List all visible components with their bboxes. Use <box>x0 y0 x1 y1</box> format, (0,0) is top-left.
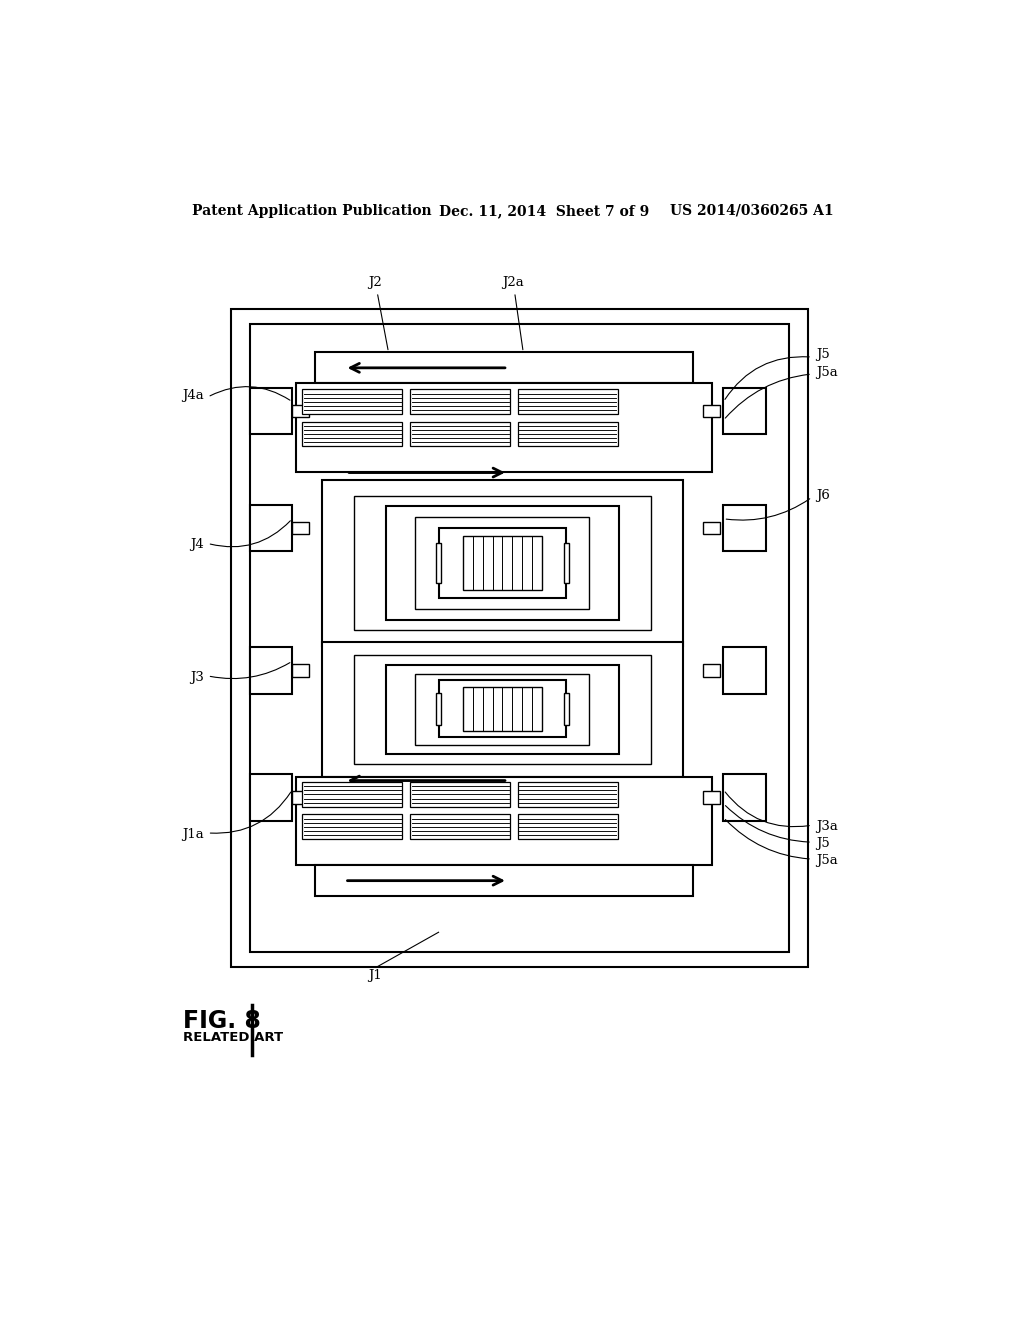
Bar <box>250 323 788 952</box>
Bar <box>292 405 309 417</box>
Text: J2a: J2a <box>503 276 524 350</box>
Text: J5a: J5a <box>816 366 838 379</box>
Bar <box>410 389 510 414</box>
Text: RELATED ART: RELATED ART <box>183 1031 283 1044</box>
Text: Patent Application Publication: Patent Application Publication <box>193 203 432 218</box>
Bar <box>296 776 712 866</box>
Bar <box>302 781 402 807</box>
Bar <box>438 681 566 738</box>
Bar <box>292 664 309 677</box>
Text: J5a: J5a <box>816 854 838 867</box>
Bar <box>724 775 766 821</box>
Bar <box>354 496 651 631</box>
Bar <box>292 792 309 804</box>
Bar <box>518 422 617 446</box>
Text: J3: J3 <box>189 671 204 684</box>
Bar <box>410 814 510 840</box>
Bar <box>250 647 292 693</box>
Text: J6: J6 <box>816 490 829 502</box>
Text: FIG. 8: FIG. 8 <box>183 1010 261 1034</box>
Bar <box>230 309 808 966</box>
Bar <box>250 388 292 434</box>
Text: Dec. 11, 2014  Sheet 7 of 9: Dec. 11, 2014 Sheet 7 of 9 <box>438 203 649 218</box>
Bar <box>296 383 712 471</box>
Bar <box>410 422 510 446</box>
Bar <box>250 775 292 821</box>
Bar <box>564 544 568 582</box>
Text: J5: J5 <box>816 348 829 362</box>
Bar <box>250 506 292 552</box>
Bar <box>386 665 618 754</box>
Bar <box>702 405 720 417</box>
Bar <box>463 686 542 731</box>
Bar <box>436 544 441 582</box>
Bar <box>302 389 402 414</box>
Bar <box>416 517 590 609</box>
Text: J2: J2 <box>369 276 388 350</box>
Bar <box>322 642 683 776</box>
Text: J1a: J1a <box>182 828 204 841</box>
Bar <box>322 480 683 645</box>
Bar <box>724 388 766 434</box>
Bar <box>416 673 590 744</box>
Text: US 2014/0360265 A1: US 2014/0360265 A1 <box>670 203 834 218</box>
Bar <box>302 422 402 446</box>
Text: J4a: J4a <box>182 389 204 403</box>
Bar <box>410 781 510 807</box>
Bar <box>724 647 766 693</box>
Bar <box>702 664 720 677</box>
Bar <box>315 866 692 896</box>
Bar <box>315 352 692 383</box>
Bar <box>518 389 617 414</box>
Bar <box>436 693 441 725</box>
Text: J5: J5 <box>816 837 829 850</box>
Bar <box>354 655 651 763</box>
Bar <box>702 521 720 535</box>
Text: J4: J4 <box>190 539 204 552</box>
Bar <box>702 792 720 804</box>
Bar <box>518 781 617 807</box>
Text: J3a: J3a <box>816 820 838 833</box>
Bar <box>292 521 309 535</box>
Bar <box>724 506 766 552</box>
Bar <box>518 814 617 840</box>
Bar <box>463 536 542 590</box>
Bar <box>564 693 568 725</box>
Text: J1: J1 <box>369 969 382 982</box>
Bar <box>302 814 402 840</box>
Bar <box>386 507 618 619</box>
Bar <box>438 528 566 598</box>
